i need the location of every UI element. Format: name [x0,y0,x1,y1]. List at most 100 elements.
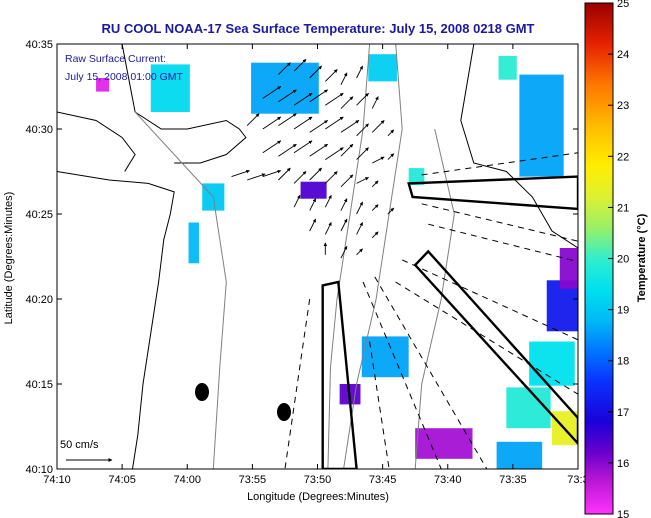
bathymetry-contours [57,44,578,469]
channel-contour [327,44,371,469]
current-vector [356,147,369,160]
current-vector [371,180,379,188]
y-tick-label: 40:35 [25,39,53,51]
current-vector [309,167,323,181]
current-vector [356,123,369,137]
current-vector [309,65,323,79]
sst-patch [529,341,575,386]
x-tick-label: 74:05 [108,474,136,486]
current-vector [356,201,363,215]
traffic-separation-ray [428,223,578,263]
current-vector [324,194,332,208]
x-axis-label: Longitude (Degrees:Minutes) [247,491,389,503]
current-vector [340,96,354,109]
current-vector [293,194,301,208]
current-vector [324,171,338,184]
shipping-lane-south [321,280,358,469]
colorbar-tick-label: 17 [617,407,629,419]
current-vector [387,153,395,160]
y-tick-label: 40:15 [25,379,53,391]
x-tick-label: 73:3 [567,474,588,486]
annotation-line-1: Raw Surface Current: [65,53,166,65]
colorbar-tick-label: 25 [617,0,629,10]
traffic-separation-ray [395,281,578,395]
current-vector [356,65,363,79]
long-island-shoreline [121,44,247,164]
current-vector [293,171,307,184]
sst-patch [361,336,409,378]
current-vector [324,222,332,235]
current-vector [293,58,307,72]
sst-patch [368,54,397,82]
current-vector [278,113,297,126]
colorbar-tick-label: 19 [617,305,629,317]
annotation-line-2: July 15, 2008 01:00 GMT [65,71,183,83]
x-axis-ticks: 74:10 74:05 74:00 73:55 73:50 73:45 73:40 73:35… [43,44,589,486]
x-tick-label: 74:10 [43,474,71,486]
current-vector [309,198,317,211]
harbor-shoreline [57,111,136,172]
y-tick-label: 40:10 [25,464,53,476]
shipping-lane-north [407,175,578,211]
shipping-lanes [284,152,578,469]
current-vector [356,248,363,256]
sst-patch [496,441,543,469]
current-vector [387,207,395,215]
current-vector [231,169,250,178]
sst-patch [506,387,551,429]
current-vector [340,174,354,188]
y-axis-label: Latitude (Degrees:Minutes) [3,192,15,325]
sst-patch [300,181,327,199]
current-vector [356,92,369,106]
current-vector [309,120,328,133]
traffic-separation-ray [374,276,488,469]
current-vector [293,92,313,106]
colorbar-tick-label: 23 [617,100,629,112]
current-vector [309,143,328,157]
offshore-contour [460,44,578,249]
marker-ellipse-west [195,383,209,401]
current-vector [325,116,344,130]
x-tick-label: 73:55 [239,474,267,486]
current-vector [340,218,348,232]
current-vector [278,143,297,157]
current-vector [293,140,313,154]
colorbar-label: Temperature (°C) [636,213,648,302]
plot-background [57,44,578,469]
current-vector [387,129,395,137]
current-vector [246,113,260,126]
y-tick-label: 40:20 [25,294,53,306]
isobath-contour [343,44,403,469]
plot-area [57,44,578,469]
traffic-separation-ray [421,203,578,242]
colorbar-tick-label: 15 [617,509,629,518]
current-vector [371,120,385,133]
current-vector [325,147,344,160]
current-vector [278,62,291,75]
sst-patch [415,428,473,459]
current-vector [340,120,360,133]
current-vector [309,89,328,103]
sst-patch [150,64,190,112]
sst-patch [408,168,425,186]
colorbar-tick-label: 24 [617,49,629,61]
current-vector [340,72,348,86]
current-vector [278,167,291,181]
current-vectors [231,58,395,259]
nj-coastline [57,171,175,469]
colorbar-tick-label: 22 [617,151,629,163]
sst-patch [96,78,110,92]
sst-patch [251,62,319,114]
shipping-lane-diagonal [413,249,578,446]
traffic-separation-ray [284,298,311,469]
scale-arrow-label: 50 cm/s [60,439,99,451]
x-tick-label: 73:40 [434,474,462,486]
y-axis-ticks: 40:10 40:15 40:20 40:25 40:30 40:35 [25,39,578,476]
current-vector [371,96,379,109]
current-vector [340,143,354,157]
chart-title: RU COOL NOAA-17 Sea Surface Temperature:… [101,21,534,36]
current-vector [262,116,282,130]
x-tick-label: 74:00 [173,474,201,486]
current-vector [262,169,282,178]
